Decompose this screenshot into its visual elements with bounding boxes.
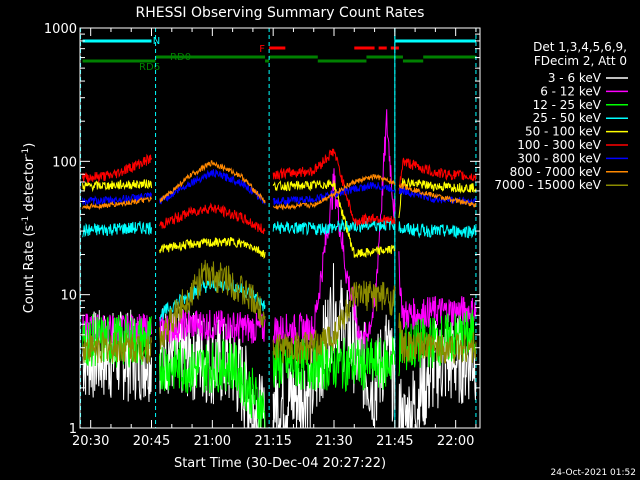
series-line-5 [82,148,477,235]
y-tick-label: 1000 [44,22,77,37]
legend-label: 6 - 12 keV [540,84,602,98]
legend-label: 3 - 6 keV [548,71,602,85]
series-line-0 [82,263,477,429]
y-axis-title-exponent: -1 [21,216,31,225]
series-line-6 [82,168,477,207]
x-tick-label: 21:15 [254,434,291,449]
y-tick-label: 1 [69,422,77,437]
legend-header-line-2: FDecim 2, Att 0 [534,54,627,68]
y-tick-label: 100 [52,155,77,170]
state-label-rd6: RD6 [139,62,160,73]
legend-header-line-1: Det 1,3,4,5,6,9, [533,40,627,54]
legend-label: 7000 - 15000 keV [494,178,601,192]
series-group [82,109,477,429]
series-line-8 [82,259,477,364]
plot-frame [79,27,481,429]
state-label-rd0: RD0 [170,52,191,63]
x-tick-label: 20:30 [72,434,109,449]
series-line-7 [82,160,477,211]
legend-label: 50 - 100 keV [525,125,602,139]
series-line-2 [82,309,477,429]
x-tick-label: 20:45 [133,434,170,449]
series-line-4 [82,177,477,259]
y-tick-label: 10 [60,289,77,304]
state-label-f: F [259,44,265,55]
instrument-state-bars: N F RD0 RD6 [82,36,476,73]
x-axis-title: Start Time (30-Dec-04 20:27:22) [174,456,386,471]
y-axis-title-exponent-2: -1 [21,148,31,157]
y-axis-title-unit: detector [22,156,37,216]
y-axis-title-close: ) [22,143,37,148]
chart-title: RHESSI Observing Summary Count Rates [136,5,425,21]
series-line-3 [82,217,477,322]
legend-label: 800 - 7000 keV [510,165,602,179]
legend-label: 300 - 800 keV [517,151,601,165]
series-line-1 [82,109,477,361]
x-tick-label: 21:00 [194,434,231,449]
axes: 20:30 20:45 21:00 21:15 21:30 21:45 22:00 1 10 10… [44,22,480,449]
legend-label: 25 - 50 keV [533,111,602,125]
x-tick-label: 21:45 [376,434,413,449]
legend-label: 100 - 300 keV [517,138,601,152]
state-label-n: N [153,36,160,47]
y-axis-title-main: Count Rate (s [22,225,37,314]
footer-date: 24-Oct-2021 01:52 [551,468,636,478]
x-tick-label: 21:30 [315,434,352,449]
x-tick-label: 22:00 [437,434,474,449]
legend: Det 1,3,4,5,6,9, FDecim 2, Att 0 3 - 6 k… [494,40,628,192]
y-axis-title: Count Rate (s-1 detector-1) [21,143,37,314]
legend-label: 12 - 25 keV [533,98,602,112]
